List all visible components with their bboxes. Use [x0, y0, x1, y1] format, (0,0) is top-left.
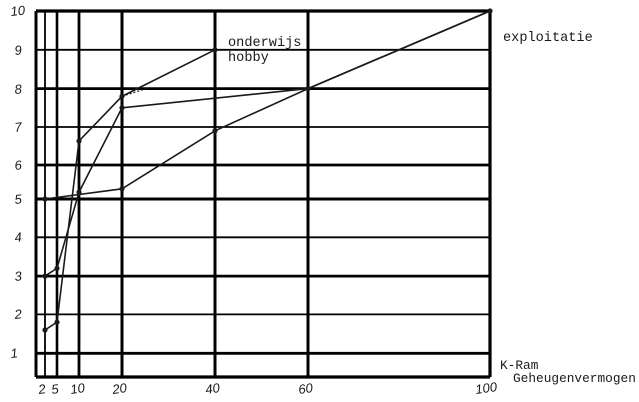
svg-text:40: 40 [204, 380, 221, 397]
svg-text:2: 2 [36, 381, 47, 397]
svg-text:onderwijs: onderwijs [228, 36, 301, 51]
svg-text:10: 10 [10, 2, 27, 19]
svg-text:4: 4 [14, 229, 23, 245]
svg-text:hobby: hobby [228, 51, 269, 66]
svg-text:10: 10 [69, 380, 86, 397]
svg-text:5: 5 [50, 381, 60, 397]
svg-text:100: 100 [474, 379, 498, 397]
svg-text:8: 8 [14, 81, 24, 97]
svg-text:exploitatie: exploitatie [503, 31, 593, 46]
svg-text:1: 1 [10, 345, 19, 361]
svg-text:Geheugenvermogen: Geheugenvermogen [513, 371, 636, 386]
svg-text:60: 60 [297, 380, 314, 397]
svg-text:2: 2 [13, 306, 24, 322]
svg-text:6: 6 [14, 157, 24, 173]
svg-text:7: 7 [14, 119, 24, 135]
svg-text:3: 3 [14, 268, 24, 284]
svg-text:5: 5 [14, 191, 24, 207]
svg-text:20: 20 [110, 380, 128, 397]
svg-text:9: 9 [14, 42, 23, 58]
